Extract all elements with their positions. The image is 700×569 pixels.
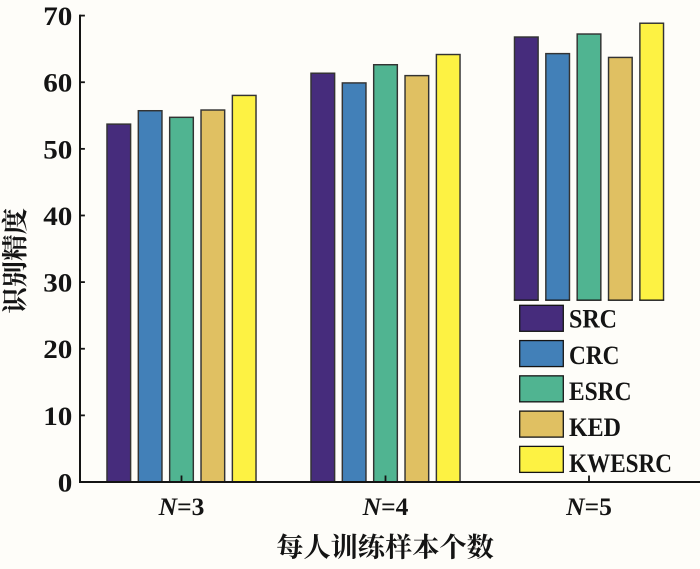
svg-text:SRC: SRC bbox=[569, 305, 617, 334]
svg-text:0: 0 bbox=[58, 468, 73, 497]
svg-text:KED: KED bbox=[569, 413, 621, 442]
svg-text:ESRC: ESRC bbox=[569, 377, 632, 406]
svg-text:70: 70 bbox=[43, 1, 72, 30]
svg-text:50: 50 bbox=[43, 135, 72, 164]
svg-text:30: 30 bbox=[43, 268, 72, 297]
svg-text:20: 20 bbox=[43, 335, 72, 364]
svg-text:CRC: CRC bbox=[569, 341, 620, 370]
svg-text:N=5: N=5 bbox=[565, 492, 612, 521]
svg-text:N=4: N=4 bbox=[362, 492, 409, 521]
svg-text:40: 40 bbox=[43, 201, 72, 230]
svg-text:N=3: N=3 bbox=[158, 492, 205, 521]
svg-text:KWESRC: KWESRC bbox=[569, 449, 672, 478]
svg-text:10: 10 bbox=[43, 401, 72, 430]
svg-text:60: 60 bbox=[43, 68, 72, 97]
